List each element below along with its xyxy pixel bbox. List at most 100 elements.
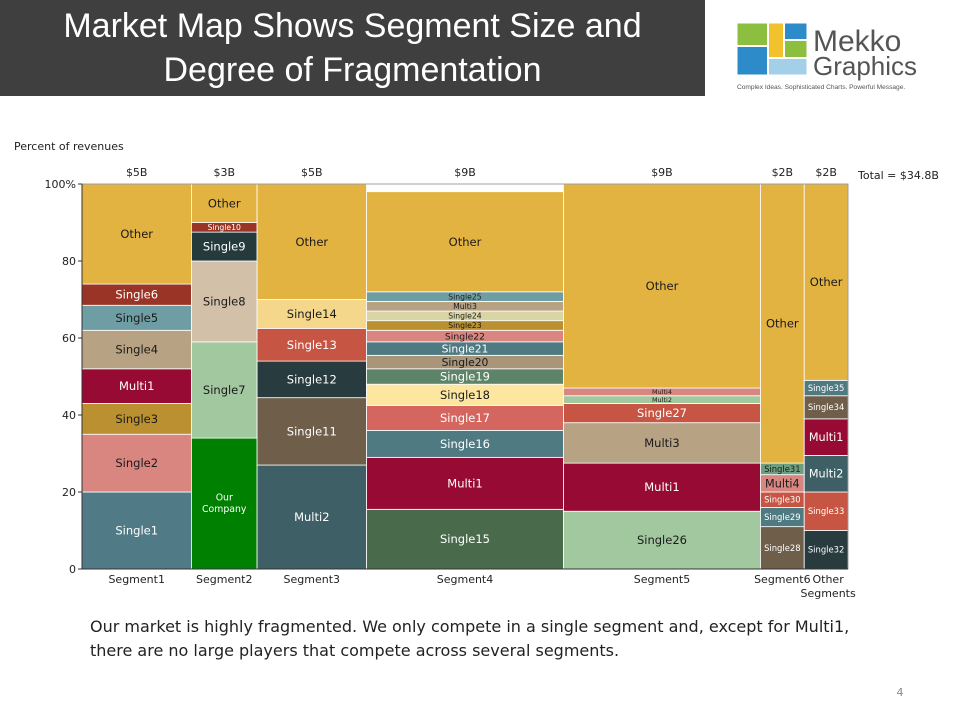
block-label-4-2: Multi1	[447, 476, 482, 490]
block-label-6-5: Single31	[764, 464, 801, 474]
block-label-4-5: Single18	[440, 388, 490, 402]
block-label-2-2: Single7	[203, 383, 246, 397]
segment-label-1: Segment1	[108, 573, 165, 586]
segment-size-label-4: $9B	[454, 166, 476, 179]
block-label-1-5: Single4	[115, 343, 158, 357]
block-label-5-3: Multi3	[644, 436, 679, 450]
block-6-6	[760, 183, 805, 464]
block-label-4-13: Single25	[448, 292, 482, 301]
block-label-3-4: Single13	[287, 338, 337, 352]
block-5-2	[563, 462, 761, 512]
block-3-2	[256, 397, 367, 466]
block-7-7	[803, 183, 849, 381]
segment-size-label-5: $9B	[651, 166, 673, 179]
segment-label-7-a: Other	[812, 573, 844, 586]
segment-label-7-b: Segments	[800, 587, 856, 600]
segment-label-5: Segment5	[634, 573, 691, 586]
y-tick-label-80: 80	[62, 255, 76, 268]
block-3-3	[256, 360, 367, 399]
block-label-6-3: Single30	[764, 495, 801, 505]
block-label-2-3: Single8	[203, 294, 246, 308]
block-label-7-1: Single32	[808, 545, 845, 555]
block-label-4-3: Single16	[440, 437, 490, 451]
block-label-7-3: Multi2	[809, 468, 844, 481]
segment-label-4: Segment4	[437, 573, 494, 586]
block-2-2	[191, 341, 258, 439]
segment-size-label-6: $2B	[772, 166, 794, 179]
block-label-1-7: Single6	[115, 288, 158, 302]
block-3-6	[256, 183, 367, 300]
block-label-2-4: Single9	[203, 240, 246, 254]
segment-label-6: Segment6	[754, 573, 811, 586]
block-label-7-6: Single35	[808, 383, 845, 393]
segment-size-label-2: $3B	[213, 166, 235, 179]
block-label-1-8: Other	[120, 227, 153, 241]
segment-size-label-7: $2B	[815, 166, 837, 179]
block-label-3-6: Other	[295, 235, 328, 249]
block-label-4-11: Single24	[448, 312, 482, 321]
block-4-1	[366, 508, 564, 570]
title-bar: Market Map Shows Segment Size and Degree…	[0, 0, 705, 96]
block-label-6-2: Single29	[764, 512, 801, 522]
segment-size-label-1: $5B	[126, 166, 148, 179]
block-label-4-14: Other	[449, 235, 482, 249]
block-label-2-1-a: Our	[216, 493, 233, 504]
block-label-4-8: Single21	[442, 342, 489, 355]
block-1-1	[81, 491, 192, 570]
block-label-3-2: Single11	[287, 424, 337, 438]
block-label-4-7: Single20	[442, 356, 489, 369]
block-label-5-2: Multi1	[644, 480, 679, 494]
page-number: 4	[896, 686, 904, 699]
block-label-1-3: Single3	[115, 412, 158, 426]
block-label-3-5: Single14	[287, 307, 337, 321]
block-label-4-9: Single22	[445, 331, 485, 342]
block-1-5	[81, 329, 192, 370]
block-label-1-6: Single5	[115, 311, 158, 325]
y-tick-label-40: 40	[62, 409, 76, 422]
block-3-1	[256, 464, 367, 570]
block-label-3-1: Multi2	[294, 510, 329, 524]
segment-label-3: Segment3	[284, 573, 341, 586]
block-label-2-6: Other	[208, 196, 241, 210]
block-label-1-1: Single1	[115, 524, 158, 538]
segment-label-2: Segment2	[196, 573, 253, 586]
block-4-4	[366, 404, 564, 431]
slide-title-line2: Degree of Fragmentation	[163, 51, 542, 89]
slide-caption: Our market is highly fragmented. We only…	[90, 617, 850, 660]
block-2-3	[191, 260, 258, 343]
block-5-7	[563, 183, 761, 389]
block-label-6-4: Multi4	[765, 477, 800, 490]
block-label-1-4: Multi1	[119, 379, 154, 393]
marimekko-chart: Percent of revenues Total = $34.8B Singl…	[14, 140, 939, 600]
block-label-5-4: Single27	[637, 406, 687, 420]
y-axis-label: Percent of revenues	[14, 140, 124, 153]
mekko-graphics-logo: Mekko Graphics Complex Ideas. Sophistica…	[736, 22, 917, 91]
y-tick-label-60: 60	[62, 332, 76, 345]
block-3-5	[256, 299, 367, 329]
block-2-4	[191, 231, 258, 262]
block-label-3-3: Single12	[287, 372, 337, 386]
block-4-14	[366, 191, 564, 293]
block-label-1-2: Single2	[115, 456, 158, 470]
total-label: Total = $34.8B	[857, 169, 939, 182]
y-tick-label-100: 100%	[45, 178, 76, 191]
block-label-4-12: Multi3	[453, 302, 477, 311]
block-1-6	[81, 304, 192, 331]
block-label-7-2: Single33	[808, 506, 845, 516]
block-label-5-5: Multi2	[652, 396, 672, 404]
block-4-3	[366, 429, 564, 458]
block-label-7-7: Other	[810, 275, 843, 289]
block-label-7-4: Multi1	[809, 431, 844, 444]
block-label-4-10: Single23	[448, 321, 482, 330]
block-2-1	[191, 437, 258, 570]
slide-title-line1: Market Map Shows Segment Size and	[63, 7, 642, 45]
logo-line1: Mekko	[813, 25, 901, 58]
logo-mosaic-icon	[736, 22, 808, 76]
block-label-4-6: Single19	[440, 370, 490, 384]
block-label-5-6: Multi4	[652, 388, 672, 396]
block-label-5-7: Other	[646, 279, 679, 293]
segment-size-label-3: $5B	[301, 166, 323, 179]
block-label-6-1: Single28	[764, 543, 801, 553]
block-label-2-5: Single10	[208, 223, 242, 232]
block-3-4	[256, 327, 367, 362]
